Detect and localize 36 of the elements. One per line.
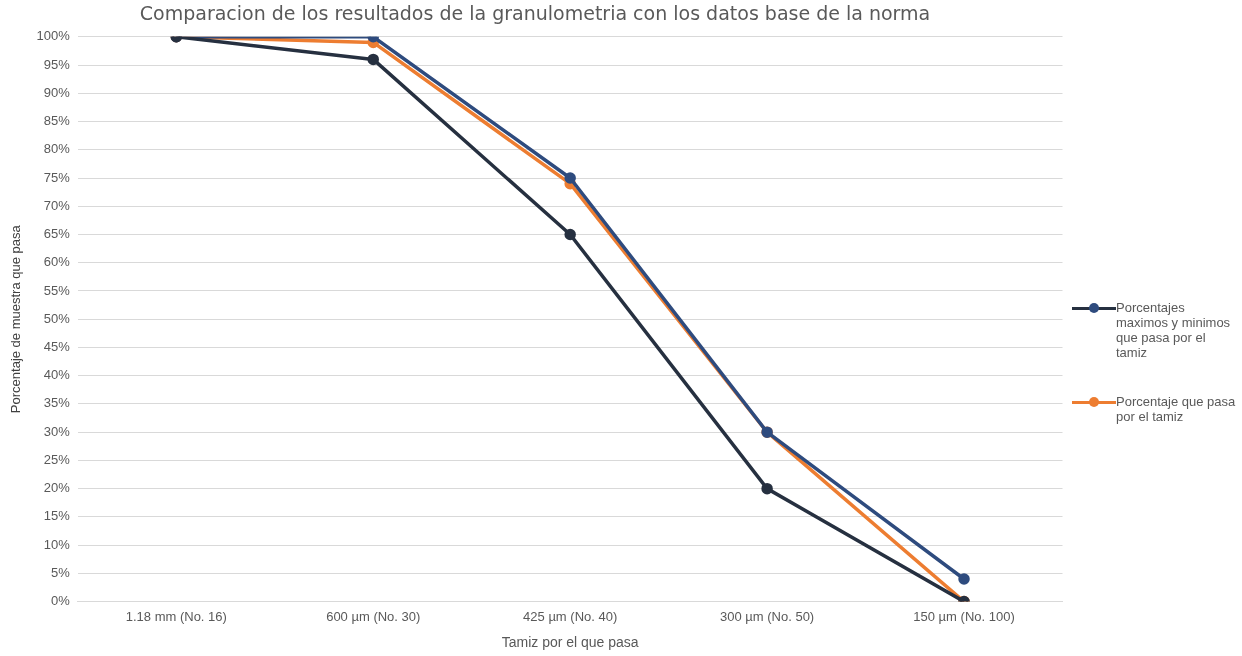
point: [564, 172, 576, 184]
y-tick-label: 45%: [43, 339, 71, 355]
y-tick-label: 10%: [43, 536, 71, 552]
y-tick-label: 5%: [51, 564, 71, 580]
legend-label: Porcentajes maximos y minimos que pasa por el tamiz: [1116, 300, 1232, 360]
point: [761, 482, 773, 495]
y-tick-label: 75%: [43, 169, 71, 185]
y-tick-label: 40%: [43, 367, 71, 383]
y-tick-label: 100%: [36, 28, 71, 44]
chart-title: Comparacion de los resultados de la granulometria con los datos base de la norma: [139, 2, 931, 25]
point: [367, 53, 379, 66]
y-tick-label: 80%: [43, 141, 71, 157]
y-tick-label: 90%: [43, 84, 71, 100]
y-tick-label: 30%: [43, 423, 71, 439]
x-tick-label: 300 µm (No. 50): [720, 608, 815, 624]
y-tick-label: 20%: [43, 480, 71, 496]
x-tick-label: 150 µm (No. 100): [913, 608, 1015, 624]
y-tick-label: 35%: [43, 395, 71, 411]
y-tick-label: 0%: [51, 593, 71, 609]
y-tick-label: 25%: [43, 451, 71, 467]
legend-label: Porcentaje que pasa por el tamiz: [1116, 394, 1237, 424]
x-tick-label: 1.18 mm (No. 16): [125, 608, 227, 624]
y-axis-title: Porcentaje de muestra que pasa: [8, 224, 24, 414]
point: [958, 573, 970, 585]
x-tick-label: 600 µm (No. 30): [326, 608, 421, 624]
point: [564, 228, 576, 241]
y-tick-label: 95%: [43, 56, 71, 72]
y-tick-label: 70%: [43, 197, 71, 213]
y-tick-label: 60%: [43, 254, 71, 270]
y-tick-label: 50%: [43, 310, 71, 326]
x-axis-title: Tamiz por el que pasa: [501, 634, 639, 651]
x-tick-label: 425 µm (No. 40): [523, 608, 618, 624]
y-tick-label: 85%: [43, 113, 71, 129]
y-tick-label: 15%: [43, 508, 71, 524]
y-tick-label: 55%: [43, 282, 71, 298]
y-tick-label: 65%: [43, 226, 71, 242]
